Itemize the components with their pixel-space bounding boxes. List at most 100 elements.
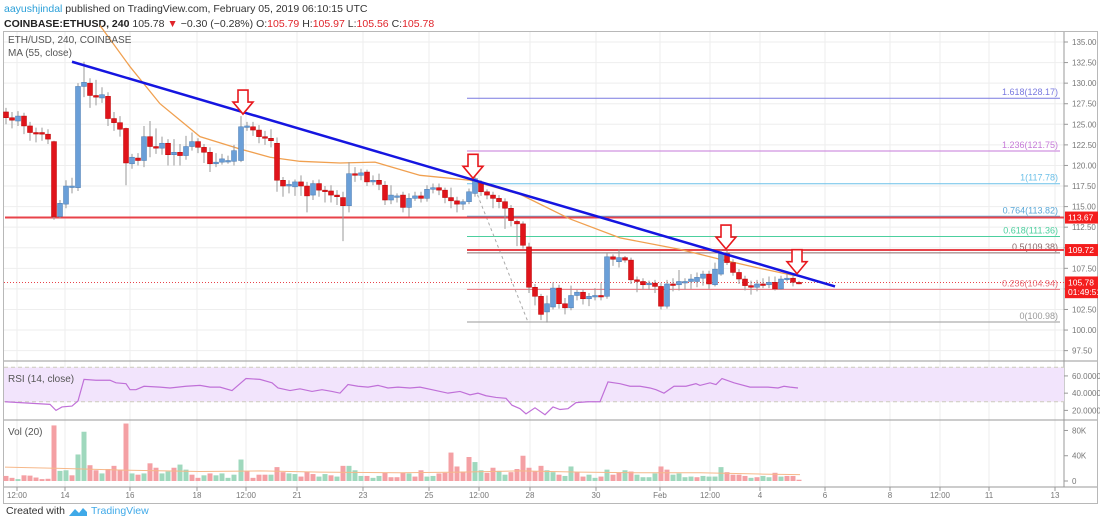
- volume-bar: [640, 477, 646, 481]
- price-axis-badge-label: 109.72: [1068, 245, 1094, 255]
- volume-bar: [250, 477, 256, 481]
- candle-down: [526, 246, 532, 288]
- candle-down: [87, 82, 93, 96]
- candle-up: [244, 125, 250, 128]
- volume-bar: [448, 452, 454, 481]
- ma-legend: MA (55, close): [8, 48, 72, 59]
- volume-bar: [796, 479, 802, 481]
- volume-bar: [490, 467, 496, 481]
- volume-legend: Vol (20): [8, 427, 43, 438]
- candle-up: [370, 180, 376, 183]
- volume-bar: [598, 476, 604, 481]
- volume-bar: [634, 474, 640, 481]
- tradingview-brand-link[interactable]: TradingView: [90, 505, 149, 517]
- candle-down: [39, 132, 45, 135]
- candle-down: [790, 277, 796, 283]
- volume-bar: [658, 466, 664, 481]
- volume-bar: [165, 471, 171, 481]
- volume-bar: [274, 467, 280, 481]
- fib-level-label: 0.764(113.82): [1003, 205, 1058, 215]
- pair-legend: ETH/USD, 240, COINBASE: [8, 35, 132, 46]
- tradingview-logo-icon: [68, 508, 87, 516]
- volume-bar: [346, 465, 352, 481]
- volume-bar: [111, 465, 117, 481]
- candle-up: [15, 115, 21, 122]
- candle-up: [718, 253, 724, 275]
- candle-down: [376, 180, 382, 185]
- volume-bar: [628, 471, 634, 481]
- volume-bar: [508, 472, 514, 481]
- candle-up: [754, 283, 760, 288]
- footer: Created with TradingView: [6, 505, 149, 517]
- candle-up: [784, 277, 790, 280]
- candle-down: [598, 295, 604, 298]
- candle-down: [9, 117, 15, 121]
- candle-down: [622, 257, 628, 261]
- candle-down: [532, 287, 538, 297]
- down-arrow-icon: [231, 89, 255, 116]
- fib-trend-dashed-line: [472, 183, 529, 323]
- candle-down: [280, 180, 286, 187]
- volume-bar: [159, 473, 165, 481]
- fib-level-label: 1(117.78): [1020, 173, 1058, 183]
- volume-bar: [532, 471, 538, 481]
- volume-bar: [718, 467, 724, 481]
- volume-bar: [580, 476, 586, 481]
- volume-bar: [201, 475, 207, 481]
- volume-bar: [129, 473, 135, 481]
- volume-bar: [652, 473, 658, 481]
- candle-up: [616, 257, 622, 262]
- volume-bar: [93, 470, 99, 481]
- volume-bar: [322, 474, 328, 481]
- price-tick-label: 107.50: [1072, 264, 1097, 273]
- price-tick-label: 132.50: [1072, 59, 1097, 68]
- volume-bar: [69, 475, 75, 481]
- candle-down: [105, 96, 111, 119]
- volume-tick-label: 40K: [1072, 452, 1087, 461]
- volume-bar: [682, 477, 688, 481]
- candle-down: [147, 136, 153, 147]
- volume-bar: [358, 475, 364, 481]
- candle-down: [760, 283, 766, 286]
- volume-bar: [99, 473, 105, 481]
- rsi-tick-label: 60.0000: [1072, 372, 1100, 381]
- candle-up: [574, 291, 580, 296]
- volume-bar: [478, 470, 484, 481]
- candle-down: [165, 142, 171, 156]
- candle-down: [520, 223, 526, 246]
- candle-up: [346, 173, 352, 207]
- candle-up: [676, 281, 682, 286]
- volume-bar: [526, 467, 532, 481]
- price-tick-label: 117.50: [1072, 182, 1096, 191]
- candle-down: [262, 136, 268, 139]
- candle-down: [256, 129, 262, 137]
- down-arrow-icon: [785, 248, 809, 275]
- volume-bar: [213, 475, 219, 481]
- fib-level-label: 0.236(104.94): [1002, 278, 1058, 288]
- candle-down: [730, 262, 736, 273]
- time-tick-label: 23: [359, 491, 368, 500]
- volume-bar: [406, 473, 412, 481]
- volume-bar: [280, 472, 286, 481]
- candle-up: [394, 195, 400, 198]
- volume-bar: [712, 476, 718, 481]
- candle-down: [772, 282, 778, 290]
- volume-bar: [676, 473, 682, 481]
- author-link[interactable]: aayushjindal: [4, 3, 63, 15]
- time-tick-label: 21: [293, 491, 302, 500]
- volume-bar: [748, 477, 754, 481]
- candle-down: [580, 291, 586, 300]
- candle-up: [358, 172, 364, 176]
- down-arrow-icon: [461, 153, 485, 180]
- volume-bar: [262, 474, 268, 481]
- volume-bar: [610, 474, 616, 481]
- volume-bar: [207, 473, 213, 481]
- candle-down: [670, 283, 676, 286]
- candle-down: [652, 282, 658, 287]
- candle-down: [658, 286, 664, 307]
- candle-down: [328, 190, 334, 196]
- close-label: C:: [391, 18, 403, 30]
- volume-bar: [153, 467, 159, 481]
- candle-down: [556, 287, 562, 304]
